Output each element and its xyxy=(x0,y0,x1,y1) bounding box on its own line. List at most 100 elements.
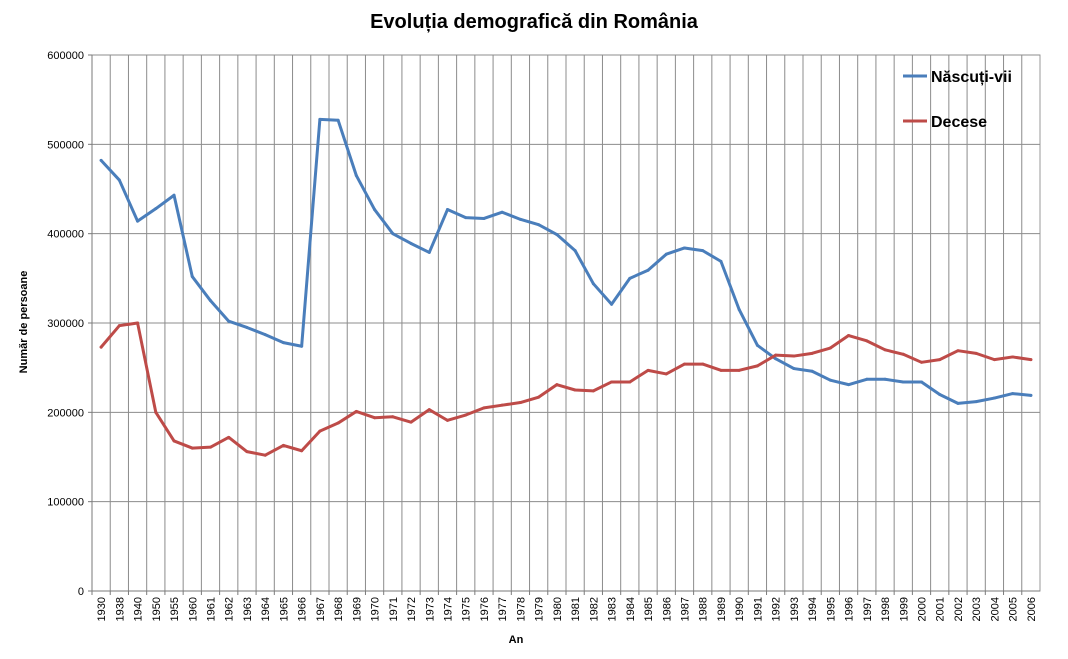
data-point-series-2 xyxy=(190,446,194,450)
x-tick-label: 1987 xyxy=(680,597,692,621)
x-tick-label: 1998 xyxy=(880,597,892,621)
data-point-series-2 xyxy=(209,445,212,449)
series-line-1 xyxy=(99,117,1033,405)
data-point-series-2 xyxy=(755,364,759,368)
x-tick-label: 1965 xyxy=(278,597,290,621)
x-tick-label: 1966 xyxy=(297,597,309,621)
data-point-series-1 xyxy=(992,396,996,400)
x-tick-label: 1968 xyxy=(333,597,345,621)
data-point-series-1 xyxy=(117,178,121,182)
data-point-series-2 xyxy=(263,453,267,457)
x-tick-label: 1964 xyxy=(260,597,272,621)
x-tick-label: 1938 xyxy=(114,597,126,621)
data-point-series-1 xyxy=(172,193,176,197)
data-point-series-1 xyxy=(555,233,559,237)
data-point-series-1 xyxy=(737,308,741,312)
data-point-series-1 xyxy=(792,367,796,371)
data-point-series-2 xyxy=(683,362,686,366)
legend: Născuți-vii Decese xyxy=(903,69,1012,131)
data-point-series-1 xyxy=(336,118,340,122)
data-point-series-1 xyxy=(537,223,541,227)
x-tick-label: 1969 xyxy=(351,597,363,621)
data-point-series-2 xyxy=(664,372,668,376)
series-line-2 xyxy=(99,321,1033,457)
chart-title: Evoluția demografică din România xyxy=(370,11,699,33)
data-point-series-1 xyxy=(190,275,194,279)
data-point-series-1 xyxy=(591,282,595,286)
x-tick-label: 1983 xyxy=(607,597,619,621)
x-tick-label: 1974 xyxy=(443,597,455,621)
x-axis-title: An xyxy=(509,634,524,646)
data-point-series-2 xyxy=(828,346,832,350)
x-tick-label: 1971 xyxy=(388,597,400,621)
x-tick-label: 1980 xyxy=(552,597,564,621)
x-tick-label: 1994 xyxy=(807,597,819,621)
x-tick-label: 1991 xyxy=(752,597,764,621)
x-tick-label: 1992 xyxy=(771,597,783,621)
data-point-series-2 xyxy=(464,413,468,417)
data-point-series-1 xyxy=(482,216,486,220)
data-point-series-1 xyxy=(263,333,267,337)
data-point-series-2 xyxy=(245,450,249,454)
data-point-series-1 xyxy=(920,380,923,384)
data-point-series-2 xyxy=(482,406,486,410)
y-tick-label: 300000 xyxy=(47,318,84,330)
data-point-series-1 xyxy=(1011,392,1015,396)
y-tick-label: 200000 xyxy=(47,407,84,419)
data-point-series-1 xyxy=(865,377,869,381)
x-tick-label: 1982 xyxy=(588,597,600,621)
data-point-series-1 xyxy=(628,276,632,280)
data-point-series-2 xyxy=(792,354,796,358)
data-point-series-2 xyxy=(336,421,340,425)
data-point-series-2 xyxy=(318,429,322,433)
x-tick-label: 2000 xyxy=(917,597,929,621)
data-point-series-1 xyxy=(427,250,431,254)
data-point-series-2 xyxy=(1029,358,1033,362)
data-point-series-1 xyxy=(154,207,158,211)
data-point-series-2 xyxy=(409,420,413,424)
data-point-series-1 xyxy=(354,174,358,178)
data-point-series-1 xyxy=(99,158,103,162)
data-point-series-1 xyxy=(136,219,140,223)
data-point-series-2 xyxy=(227,435,231,439)
x-tick-label: 1963 xyxy=(242,597,254,621)
data-point-series-2 xyxy=(573,388,577,392)
y-tick-label: 400000 xyxy=(47,229,84,241)
x-tick-label: 1999 xyxy=(898,597,910,621)
x-tick-label: 1930 xyxy=(96,597,108,621)
x-tick-label: 1973 xyxy=(424,597,436,621)
x-tick-label: 1960 xyxy=(187,597,199,621)
data-point-series-2 xyxy=(518,401,522,405)
x-tick-label: 1962 xyxy=(224,597,236,621)
data-point-series-1 xyxy=(683,246,686,250)
x-tick-label: 2002 xyxy=(953,597,965,621)
y-tick-label: 500000 xyxy=(47,139,84,151)
data-point-series-2 xyxy=(300,449,304,453)
data-point-series-2 xyxy=(537,395,541,399)
data-point-series-1 xyxy=(245,325,249,329)
x-tick-label: 1961 xyxy=(206,597,218,621)
data-point-series-2 xyxy=(281,443,285,447)
y-tick-label: 600000 xyxy=(47,50,84,62)
data-point-series-1 xyxy=(464,216,468,220)
data-point-series-1 xyxy=(281,341,285,345)
data-point-series-2 xyxy=(774,353,778,357)
data-point-series-2 xyxy=(154,410,158,414)
x-tick-label: 2001 xyxy=(935,597,947,621)
data-point-series-1 xyxy=(956,401,960,405)
data-point-series-2 xyxy=(865,339,869,343)
x-tick-label: 1995 xyxy=(825,597,837,621)
data-point-series-1 xyxy=(300,344,304,348)
data-point-series-2 xyxy=(427,408,431,412)
data-point-series-1 xyxy=(938,392,942,396)
data-point-series-1 xyxy=(646,268,650,272)
data-point-series-2 xyxy=(1011,355,1015,359)
data-point-series-2 xyxy=(391,415,395,419)
x-tick-label: 1988 xyxy=(698,597,710,621)
x-tick-label: 1970 xyxy=(370,597,382,621)
data-point-series-2 xyxy=(628,380,632,384)
data-point-series-1 xyxy=(518,217,522,221)
data-point-series-2 xyxy=(719,368,723,372)
legend-label-2: Decese xyxy=(931,114,987,131)
